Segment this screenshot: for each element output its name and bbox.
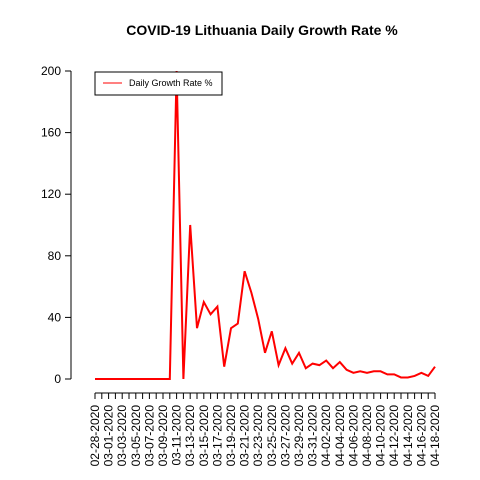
x-tick-label: 04-08-2020 [360, 405, 374, 467]
x-tick-label: 03-13-2020 [183, 405, 197, 467]
y-tick-label: 120 [41, 187, 61, 201]
x-tick-label: 03-07-2020 [142, 405, 156, 467]
x-tick-label: 03-29-2020 [292, 405, 306, 467]
x-tick-label: 04-04-2020 [333, 405, 347, 467]
x-tick-label: 02-28-2020 [88, 405, 102, 467]
x-tick-label: 04-06-2020 [346, 405, 360, 467]
x-tick-label: 04-18-2020 [428, 405, 442, 467]
x-tick-label: 03-15-2020 [197, 405, 211, 467]
chart-title: COVID-19 Lithuania Daily Growth Rate % [126, 22, 398, 38]
x-tick-label: 03-03-2020 [115, 405, 129, 467]
x-tick-label: 03-31-2020 [306, 405, 320, 467]
x-tick-label: 03-09-2020 [156, 405, 170, 467]
x-tick-label: 03-11-2020 [170, 405, 184, 466]
y-tick-label: 80 [48, 249, 62, 263]
x-tick-label: 03-25-2020 [265, 405, 279, 467]
x-tick-label: 03-23-2020 [251, 405, 265, 467]
y-tick-label: 40 [48, 310, 62, 324]
x-tick-label: 03-01-2020 [102, 405, 116, 467]
y-tick-label: 200 [41, 64, 61, 78]
x-tick-label: 04-10-2020 [374, 405, 388, 467]
legend-box [94, 71, 223, 96]
x-tick-label: 03-17-2020 [210, 405, 224, 467]
y-tick-label: 160 [41, 126, 61, 140]
x-tick-label: 04-16-2020 [414, 405, 428, 467]
y-tick-label: 0 [54, 372, 61, 386]
x-tick-label: 03-19-2020 [224, 405, 238, 467]
x-tick-label: 03-05-2020 [129, 405, 143, 467]
x-tick-label: 04-14-2020 [401, 405, 415, 467]
line-series [95, 70, 436, 380]
x-tick-label: 04-02-2020 [319, 405, 333, 467]
x-tick-label: 03-21-2020 [238, 405, 252, 467]
legend-label: Daily Growth Rate % [129, 78, 213, 88]
x-tick-label: 03-27-2020 [278, 405, 292, 467]
x-tick-label: 04-12-2020 [387, 405, 401, 467]
